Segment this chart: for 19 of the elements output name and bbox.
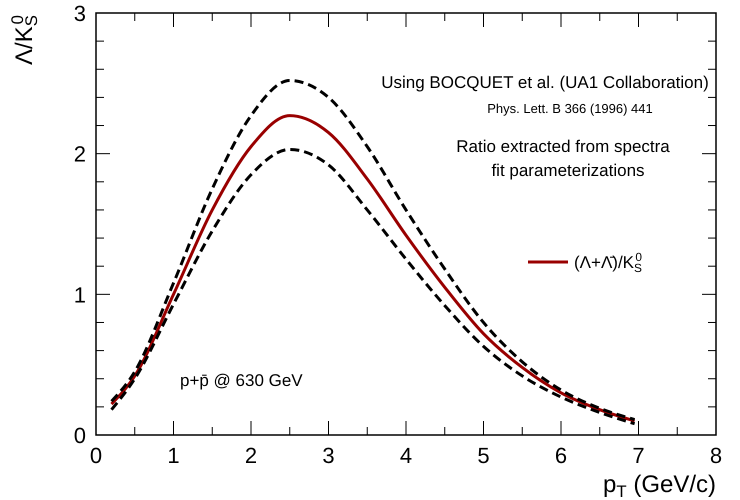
x-tick-label: 7: [632, 443, 645, 468]
x-tick-label: 4: [400, 443, 412, 468]
x-tick-label: 2: [244, 443, 258, 468]
y-tick-label: 3: [74, 1, 86, 26]
y-tick-label: 0: [74, 423, 86, 448]
annotation: Using BOCQUET et al. (UA1 Collaboration): [381, 73, 709, 92]
x-tick-label: 8: [710, 443, 722, 468]
x-tick-label: 6: [554, 443, 568, 468]
x-tick-label: 1: [167, 443, 180, 468]
annotation: fit parameterizations: [491, 161, 645, 180]
annotation: p+p̄ @ 630 GeV: [180, 371, 304, 390]
annotation: Phys. Lett. B 366 (1996) 441: [487, 101, 653, 116]
x-tick-label: 0: [90, 443, 102, 468]
y-tick-label: 2: [74, 142, 86, 167]
x-tick-label: 5: [477, 443, 490, 468]
y-tick-label: 1: [74, 282, 86, 308]
annotation: Ratio extracted from spectra: [456, 137, 670, 156]
x-axis-title: p$_{T}$ (GeV/c): [603, 471, 716, 500]
x-tick-label: 3: [322, 443, 335, 468]
